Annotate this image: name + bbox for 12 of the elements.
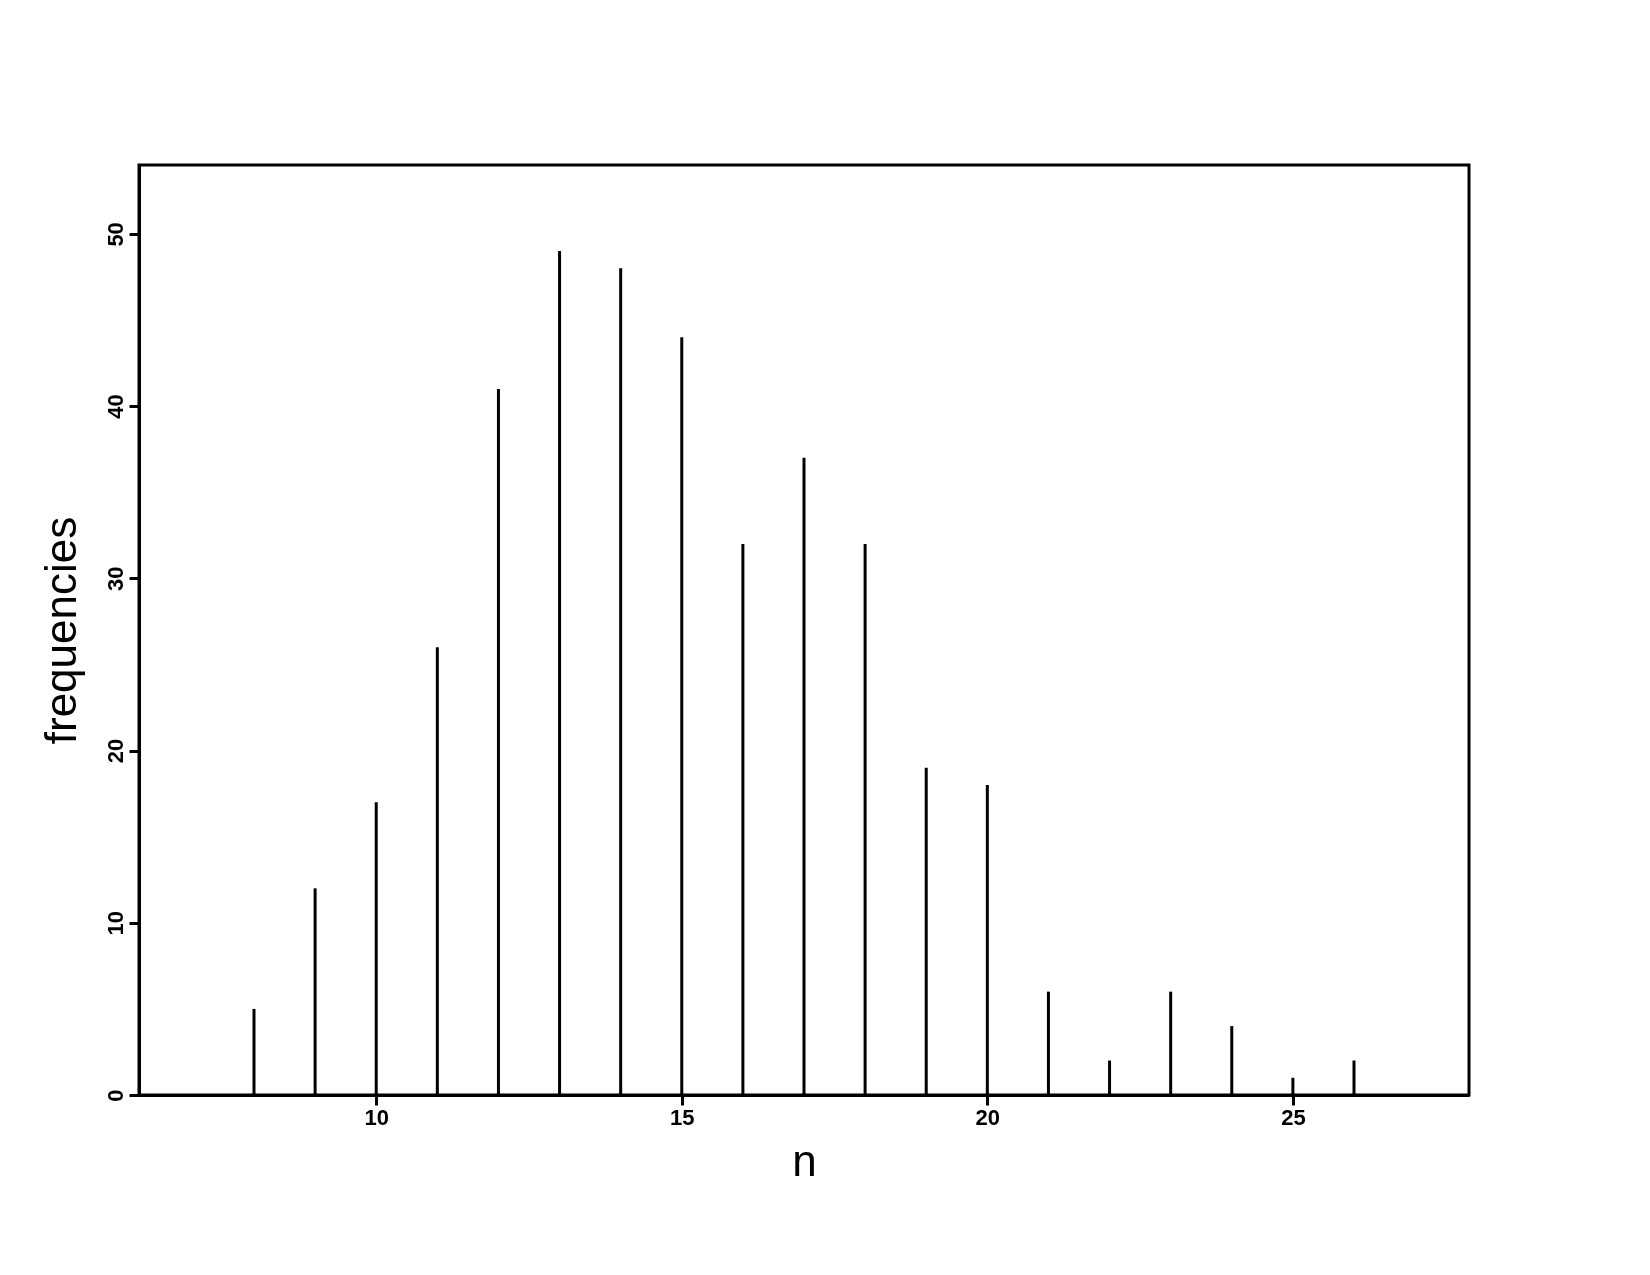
y-tick-label: 40 — [102, 394, 128, 419]
y-tick-label: 30 — [102, 566, 128, 592]
x-tick-label: 25 — [1281, 1104, 1306, 1130]
y-tick-label: 0 — [102, 1089, 128, 1102]
y-tick-label: 20 — [102, 738, 128, 764]
y-axis-title: frequencies — [35, 516, 85, 745]
x-axis-title: n — [792, 1135, 817, 1185]
y-tick-label: 50 — [102, 222, 128, 247]
x-tick-label: 15 — [670, 1104, 695, 1130]
x-tick-label: 20 — [975, 1104, 1001, 1130]
y-tick-label: 10 — [102, 911, 128, 936]
x-tick-label: 10 — [364, 1104, 389, 1130]
